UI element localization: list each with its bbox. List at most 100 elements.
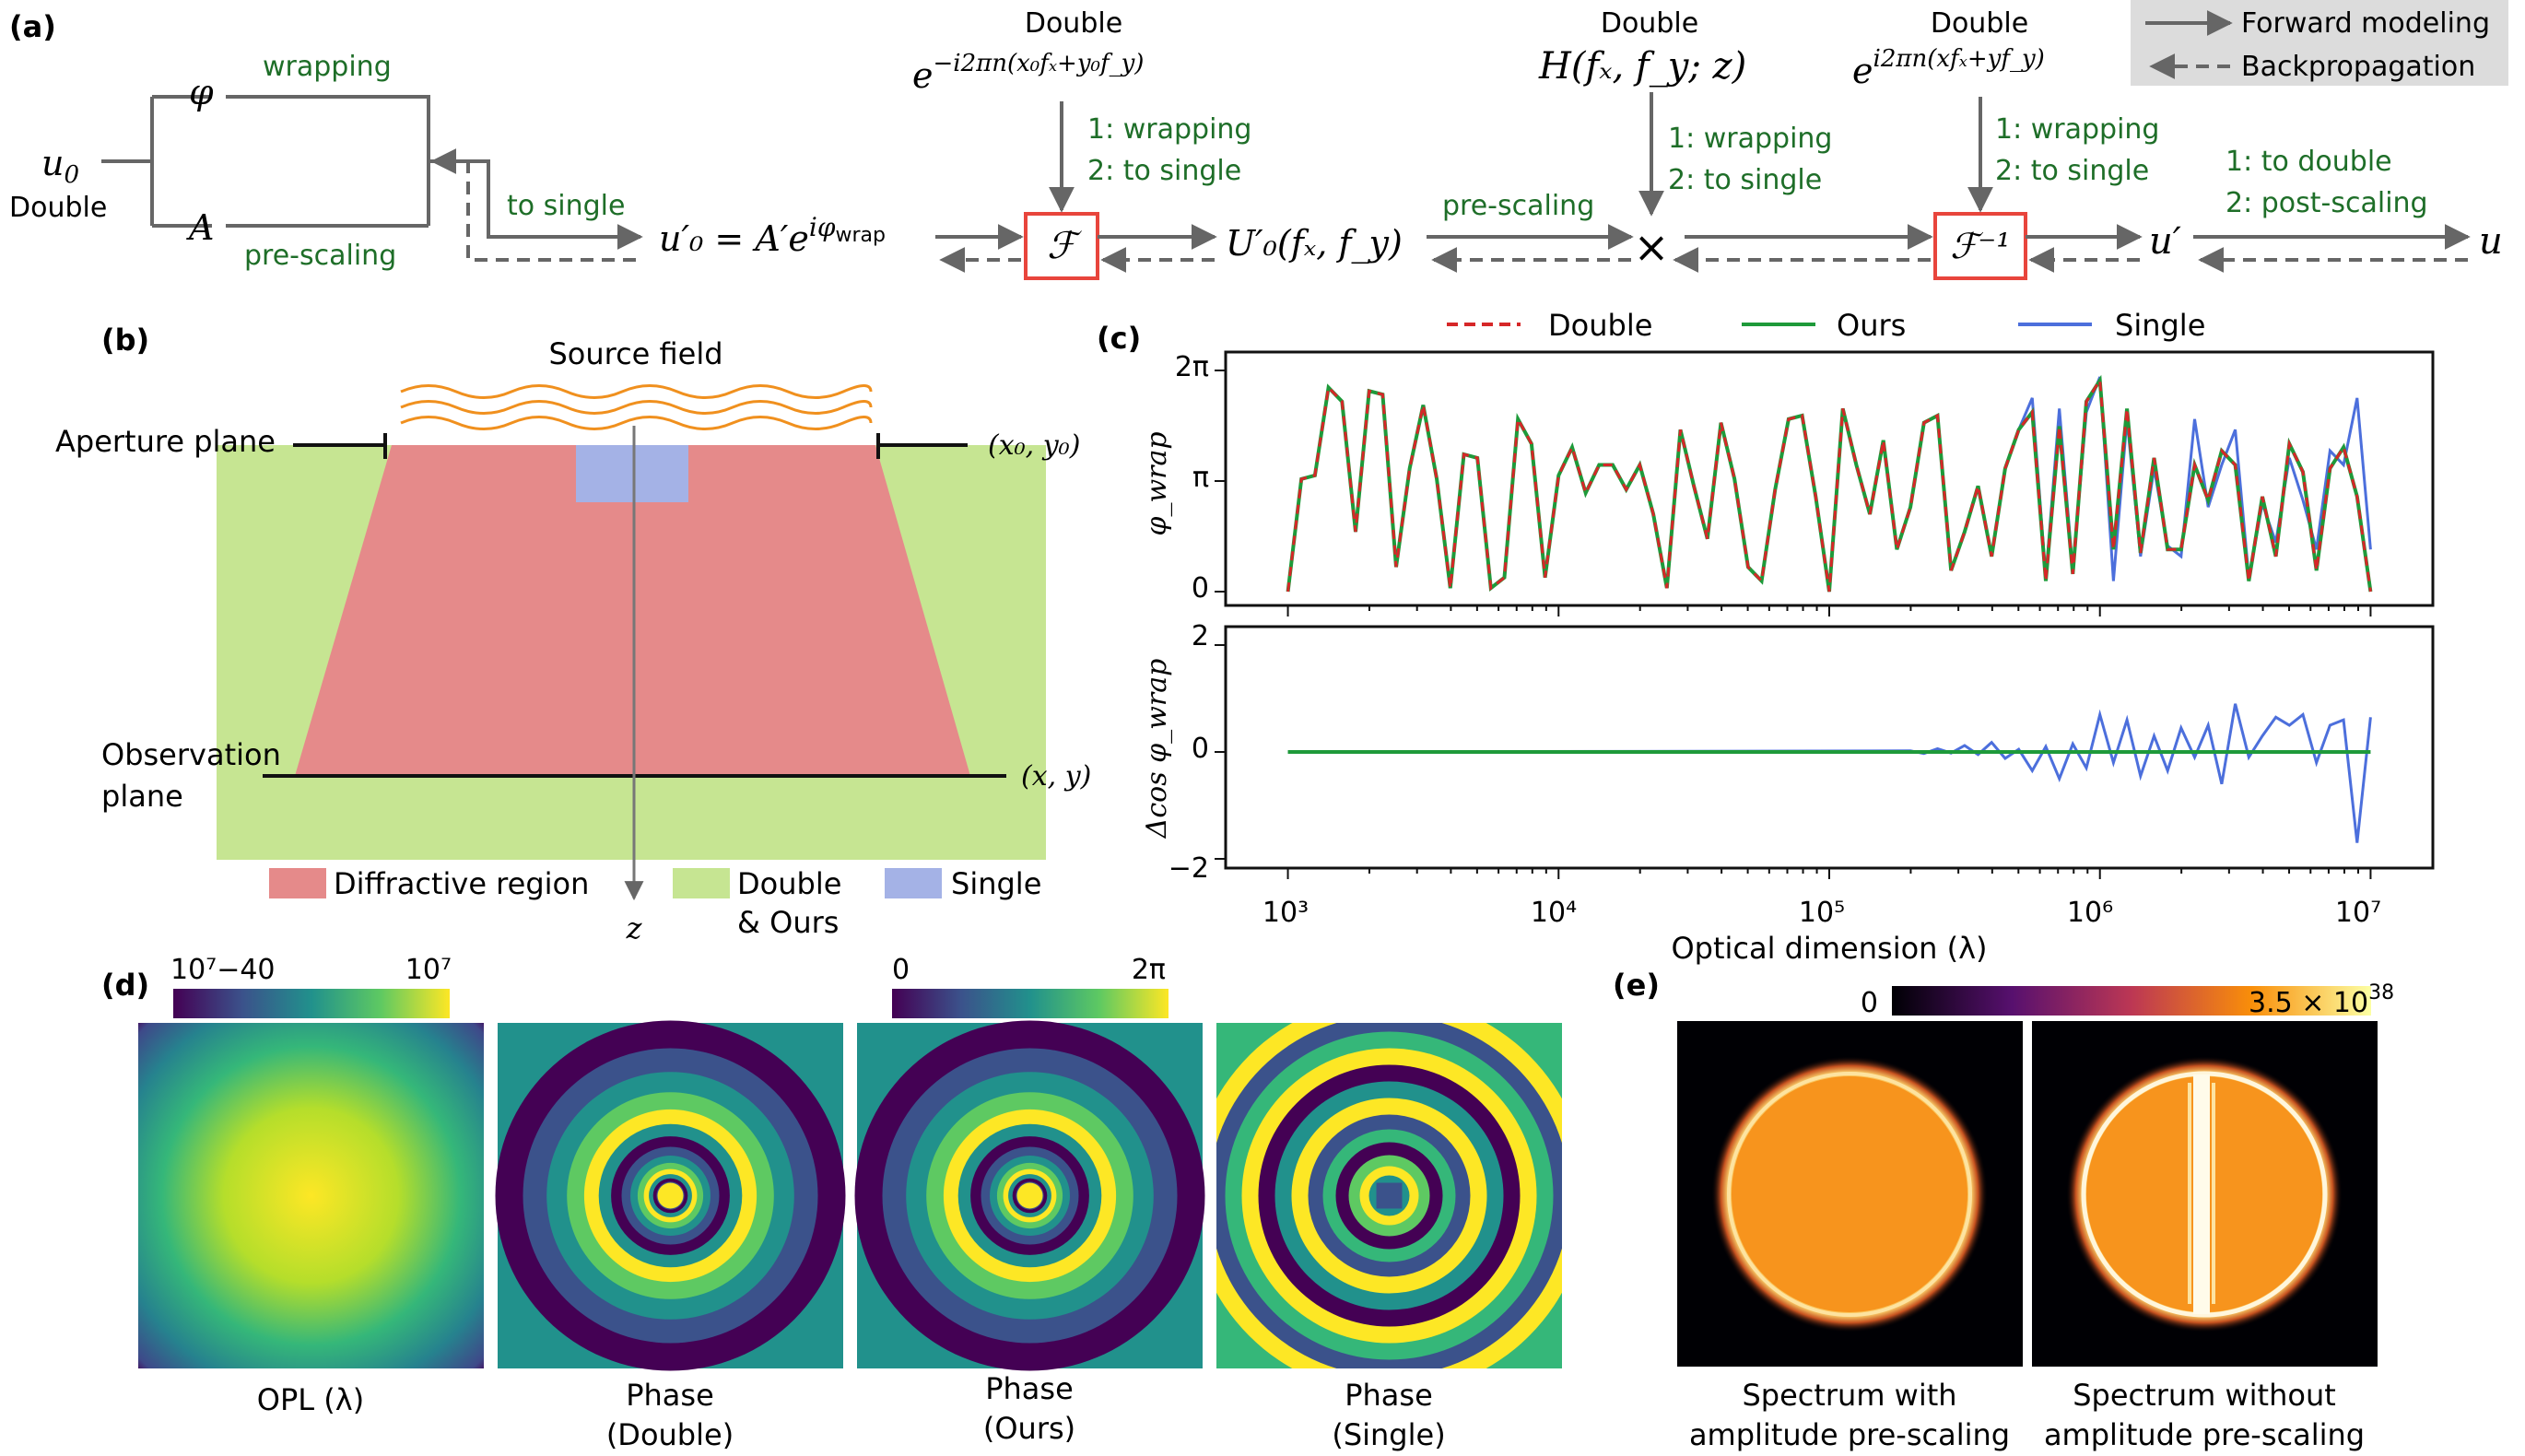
observation-coord: (x, y) [1021,760,1091,793]
panel-b-label: (b) [101,323,149,358]
colorbar-spectrum-min: 0 [1861,987,1878,1019]
series-double-top [1286,376,2372,593]
caption-opl: OPL (λ) [257,1382,364,1417]
single-phase-center [1376,1182,1403,1209]
colorbar-spectrum [1892,986,2371,1016]
panel-b: (b) Source field Aperture plane (x₀, y₀)… [55,323,1091,945]
u0-type-label: Double [9,192,107,224]
u-prime: u′ [2149,220,2181,263]
colorbar-spectrum-max: 3.5 × 1038 [2249,981,2394,1019]
x-axis-label: Optical dimension (λ) [1671,931,1987,966]
legend-back-label: Backpropagation [2241,51,2475,83]
transfer-function: H(fₓ, f_y; z) [1538,45,1746,88]
amp-symbol: A [186,207,214,248]
u0-prime-equation: u′₀ = A′eiφwrap [659,212,886,259]
step3-to-single: 2: to single [1995,155,2149,187]
step3-wrapping: 1: wrapping [1995,113,2159,146]
caption-phase-single-2: (Single) [1332,1417,1445,1452]
legend-ours-text: Ours [1837,308,1906,343]
u-output: u [2479,220,2503,263]
legend-diffractive-swatch [269,868,326,898]
bottom-ytick-0: 0 [1192,733,1209,765]
colorbar-phase-min: 0 [892,954,910,986]
u0-symbol: u0 [41,143,79,189]
opl-image [138,1023,484,1368]
step1-to-single: 2: to single [1087,155,1241,187]
observation-plane-label-1: Observation [101,737,281,772]
panel-c-label: (c) [1097,321,1141,356]
top-ytick-pi: π [1192,462,1209,494]
U0-prime: U′₀(fₓ, f_y) [1226,223,1403,264]
caption-spectrum-without-2: amplitude pre-scaling [2044,1417,2365,1452]
top-ytick-0: 0 [1192,572,1209,605]
caption-phase-double-2: (Double) [606,1417,734,1452]
panel-a: (a) u0 Double φ A wrapping pre-scaling t… [9,0,2508,280]
kernel-inverse: ei2πn(xfₓ+yf_y) [1852,45,2045,91]
legend-forward-label: Forward modeling [2241,7,2490,40]
panel-a-label: (a) [9,9,56,44]
pre-scaling-label: pre-scaling [244,240,396,272]
caption-spectrum-with-1: Spectrum with [1742,1378,1956,1413]
phase-single-image [1216,1023,1562,1368]
xtick-1e5: 10⁵ [1799,897,1845,929]
split-bracket [101,95,212,228]
legend-double-swatch [673,868,730,898]
bottom-axis-ticks [1215,644,2372,879]
legend-a-box [2131,0,2508,86]
caption-phase-single-1: Phase [1345,1378,1433,1413]
double-label-1: Double [1025,7,1122,40]
bottom-ylabel: Δcos φ_wrap [1141,659,1173,840]
caption-spectrum-with-2: amplitude pre-scaling [1689,1417,2010,1452]
z-axis-label: z [626,910,643,945]
legend-diffractive-label: Diffractive region [334,866,589,901]
chart-legend: Double Ours Single [1447,308,2205,343]
multiply-symbol: × [1634,222,1670,272]
panel-d-label: (d) [101,968,149,1003]
legend-double-label-1: Double [737,866,841,901]
xtick-1e4: 10⁴ [1531,897,1577,929]
spectrum-with-prescaling-image [1677,1021,2023,1367]
legend-single-swatch [885,868,942,898]
series-ours-top [1286,374,2373,593]
aperture-plane-label: Aperture plane [55,424,276,459]
legend-single-text: Single [2115,308,2205,343]
top-ytick-2pi: 2π [1175,351,1209,383]
double-label-3: Double [1931,7,2028,40]
double-label-2: Double [1601,7,1698,40]
caption-phase-ours-2: (Ours) [983,1411,1075,1446]
wrapping-label: wrapping [263,51,392,83]
panel-e: (e) 0 3.5 × 1038 Spectrum with amplitude… [1613,968,2394,1452]
colorbar-opl-min: 10⁷−40 [170,954,276,986]
step2-wrapping: 1: wrapping [1668,123,1832,155]
bottom-ytick-minus2: −2 [1169,852,1209,885]
step4-to-double: 1: to double [2226,146,2392,178]
merge-bracket [226,95,430,228]
source-field-label: Source field [548,336,722,371]
xtick-1e7: 10⁷ [2335,897,2381,929]
xtick-1e3: 10³ [1262,897,1309,929]
fft-box [1024,212,1099,280]
aperture-coord: (x₀, y₀) [988,429,1080,462]
legend-double-text: Double [1548,308,1652,343]
spectrum-without-prescaling-image [2032,1021,2378,1367]
colorbar-phase-max: 2π [1132,954,1166,986]
caption-phase-double-1: Phase [626,1378,714,1413]
back-arrow-1 [430,148,636,262]
colorbar-phase [892,989,1169,1018]
caption-phase-ours-1: Phase [985,1371,1074,1406]
kernel-forward: e−i2πn(x₀fₓ+y₀f_y) [912,50,1144,96]
panel-e-label: (e) [1613,968,1660,1003]
observation-plane-label-2: plane [101,779,183,814]
phase-double-image [495,1020,846,1371]
legend-double-label-2: & Ours [737,905,839,940]
phase-center [1016,1182,1043,1209]
phase-center [657,1182,684,1209]
xtick-1e6: 10⁶ [2067,897,2113,929]
colorbar-opl-max: 10⁷ [405,954,452,986]
series-single-bottom [1287,703,2372,843]
pre-scaling-label-2: pre-scaling [1442,190,1594,222]
to-single-label: to single [507,190,625,222]
series-single-top [1286,376,2372,593]
panel-d: (d) 10⁷−40 10⁷ 0 2π OPL (λ) Phase (Doubl… [101,954,1562,1452]
